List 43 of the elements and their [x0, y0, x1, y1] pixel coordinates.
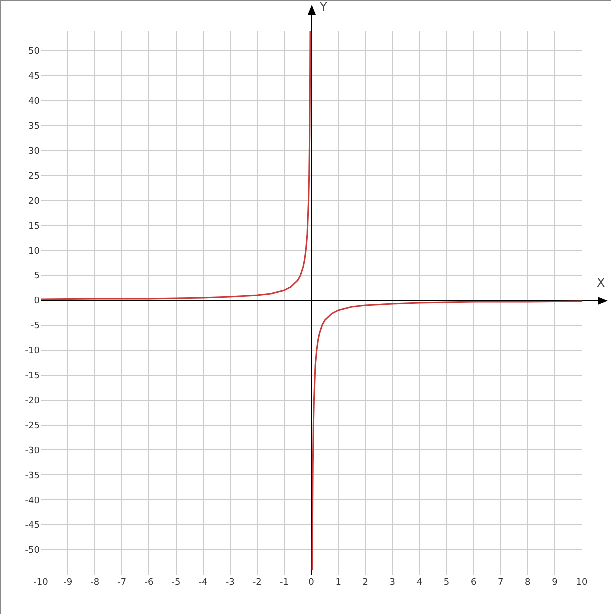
- y-tick-label: 20: [28, 196, 40, 207]
- y-tick-label: 35: [28, 122, 40, 132]
- text: X: [597, 276, 606, 290]
- x-tick-label: 0: [308, 578, 315, 588]
- x-tick-label: 1: [336, 578, 342, 588]
- x-tick-label: -7: [118, 578, 127, 588]
- y-tick-label: 10: [28, 246, 40, 257]
- y-tick-label: 0: [34, 296, 40, 307]
- y-tick-label: -30: [25, 446, 40, 456]
- y-tick-label: -5: [31, 322, 40, 332]
- x-tick-label: 9: [552, 578, 558, 588]
- x-tick-label: -4: [198, 578, 208, 588]
- x-tick-label: -5: [172, 578, 181, 588]
- x-tick-label: -8: [90, 578, 100, 588]
- y-tick-label: 5: [34, 272, 40, 282]
- y-tick-label: -20: [25, 396, 40, 406]
- x-tick-label: 7: [498, 578, 504, 588]
- x-tick-label: -3: [226, 578, 235, 588]
- y-tick-label: 25: [28, 172, 40, 182]
- x-tick-label: 5: [444, 578, 450, 588]
- x-tick-label: 10: [576, 578, 588, 588]
- y-tick-label: 50: [28, 47, 40, 58]
- x-tick-label: 3: [390, 578, 396, 588]
- text: Y: [319, 0, 328, 14]
- y-tick-label: -25: [25, 421, 40, 432]
- y-tick-label: -35: [25, 471, 40, 482]
- y-tick-label: 15: [28, 222, 40, 232]
- y-tick-label: 40: [28, 97, 40, 108]
- x-tick-label: 8: [525, 578, 532, 588]
- x-tick-label: -6: [144, 578, 154, 588]
- x-tick-label: 2: [362, 578, 368, 588]
- x-tick-label: -9: [64, 578, 73, 588]
- y-tick-label: -50: [25, 546, 40, 556]
- y-tick-label: 45: [28, 72, 40, 82]
- x-tick-label: 4: [416, 578, 423, 588]
- y-tick-label: -15: [25, 372, 40, 382]
- x-tick-label: -2: [252, 578, 262, 588]
- y-tick-label: -45: [25, 521, 40, 532]
- x-tick-label: -1: [280, 578, 289, 588]
- y-tick-label: -40: [25, 496, 40, 506]
- y-tick-label: -10: [25, 346, 40, 357]
- y-tick-label: 30: [28, 146, 40, 157]
- x-tick-label: 6: [470, 578, 477, 588]
